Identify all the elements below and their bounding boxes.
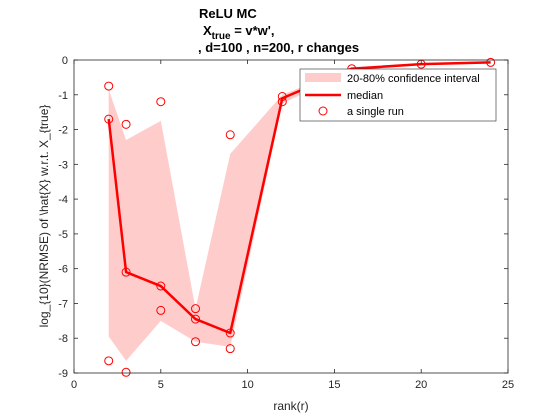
y-tick-label: -1 (58, 90, 68, 102)
legend-band-label: 20-80% confidence interval (347, 73, 480, 85)
single-run-marker (191, 314, 201, 324)
x-axis: 0 5 10 15 20 25 (71, 60, 514, 391)
single-run-marker (104, 81, 114, 91)
single-run-marker (225, 328, 235, 338)
single-run-marker (156, 281, 166, 291)
x-tick-label: 5 (158, 379, 164, 391)
x-tick-label: 0 (71, 379, 77, 391)
y-tick-label: -7 (58, 298, 68, 310)
x-tick-label: 20 (415, 379, 427, 391)
title-x: X (203, 23, 212, 38)
legend: 20-80% confidence interval median a sing… (299, 68, 497, 122)
single-run-marker (121, 267, 131, 277)
y-tick-label: 0 (62, 55, 68, 67)
single-run-marker (121, 367, 131, 377)
axes-box (73, 59, 509, 374)
legend-run-label: a single run (347, 106, 404, 118)
single-run-marker (225, 344, 235, 354)
single-run-marker (156, 305, 166, 315)
title-subscript: true (212, 31, 231, 42)
x-tick-label: 10 (241, 379, 253, 391)
median-line (107, 61, 491, 335)
legend-band-swatch (305, 73, 341, 82)
y-tick-label: -9 (58, 368, 68, 380)
title-line-1: ReLU MC (199, 6, 257, 21)
legend-median-label: median (347, 90, 383, 102)
chart-title: ReLU MC Xtrue = v*w', , d=100 , n=200, r… (198, 6, 359, 55)
title-equation: = v*w', (231, 23, 275, 38)
x-tick-label: 15 (328, 379, 340, 391)
y-tick-label: -4 (58, 194, 68, 206)
single-run-marker (191, 304, 201, 314)
title-line-2: Xtrue = v*w', (203, 23, 275, 42)
single-run-marker (104, 356, 114, 366)
single-run-marker (191, 337, 201, 347)
y-axis: 0 -1 -2 -3 -4 -5 -6 -7 -8 -9 (58, 55, 508, 380)
x-axis-label: rank(r) (273, 399, 308, 413)
single-run-marker (277, 97, 287, 107)
single-run-marker (121, 119, 131, 129)
y-tick-label: -5 (58, 229, 68, 241)
y-axis-label: log_{10}(NRMSE) of \hat{X} w.r.t. X_{tru… (37, 105, 51, 328)
single-run-marker (277, 92, 287, 102)
single-run-marker (225, 130, 235, 140)
single-run-marker (156, 97, 166, 107)
y-tick-label: -8 (58, 333, 68, 345)
y-tick-label: -3 (58, 159, 68, 171)
single-run-marker (486, 57, 496, 67)
confidence-band (108, 61, 491, 361)
x-tick-label: 25 (502, 379, 514, 391)
single-run-marker (104, 114, 114, 124)
legend-run-marker (318, 106, 328, 116)
y-tick-label: -2 (58, 125, 68, 137)
y-tick-label: -6 (58, 264, 68, 276)
title-line-3: , d=100 , n=200, r changes (198, 40, 359, 55)
